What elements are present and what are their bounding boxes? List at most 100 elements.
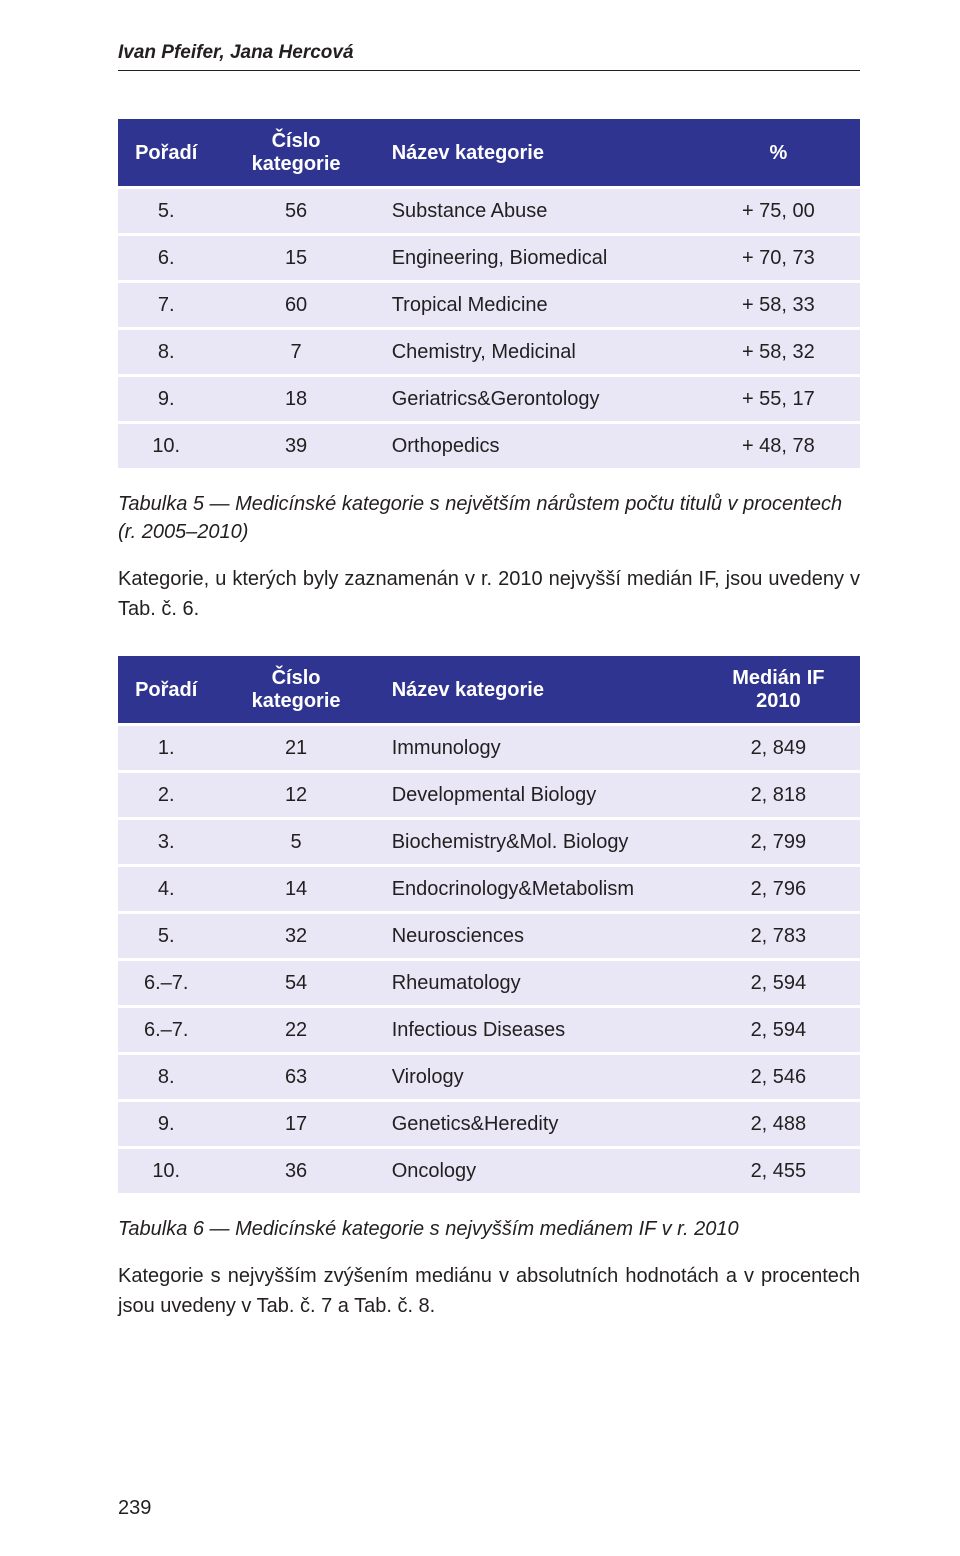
cell-val: + 70, 73 [697,235,860,282]
cell-code: 5 [214,819,377,866]
page: Ivan Pfeifer, Jana Hercová Pořadí Číslo … [0,0,960,1556]
paragraph-1: Kategorie, u kterých byly zaznamenán v r… [118,564,860,624]
cell-val: 2, 488 [697,1101,860,1148]
table-row: 3. 5 Biochemistry&Mol. Biology 2, 799 [118,819,860,866]
paragraph-2: Kategorie s nejvyšším zvýšením mediánu v… [118,1261,860,1321]
table-6: Pořadí Číslo kategorie Název kategorie M… [118,656,860,1193]
table-row: 2. 12 Developmental Biology 2, 818 [118,772,860,819]
cell-rank: 6. [118,235,214,282]
cell-name: Virology [378,1054,697,1101]
cell-code: 18 [214,376,377,423]
cell-rank: 7. [118,282,214,329]
cell-rank: 6.–7. [118,960,214,1007]
cell-code: 56 [214,188,377,235]
cell-name: Orthopedics [378,423,697,469]
table-row: 6.–7. 54 Rheumatology 2, 594 [118,960,860,1007]
cell-name: Biochemistry&Mol. Biology [378,819,697,866]
cell-code: 36 [214,1148,377,1194]
cell-rank: 9. [118,376,214,423]
table-row: 5. 32 Neurosciences 2, 783 [118,913,860,960]
col-header-median: Medián IF 2010 [697,656,860,725]
table-header-row: Pořadí Číslo kategorie Název kategorie M… [118,656,860,725]
cell-code: 22 [214,1007,377,1054]
cell-name: Chemistry, Medicinal [378,329,697,376]
cell-code: 63 [214,1054,377,1101]
col-header-code: Číslo kategorie [214,656,377,725]
col-header-percent: % [697,119,860,188]
cell-rank: 3. [118,819,214,866]
cell-name: Developmental Biology [378,772,697,819]
table-6-caption: Tabulka 6 — Medicínské kategorie s nejvy… [118,1215,860,1243]
cell-rank: 10. [118,423,214,469]
cell-name: Engineering, Biomedical [378,235,697,282]
cell-name: Immunology [378,725,697,772]
cell-rank: 10. [118,1148,214,1194]
cell-rank: 5. [118,188,214,235]
running-head: Ivan Pfeifer, Jana Hercová [118,42,860,64]
table-row: 9. 18 Geriatrics&Gerontology + 55, 17 [118,376,860,423]
cell-code: 32 [214,913,377,960]
table-row: 8. 63 Virology 2, 546 [118,1054,860,1101]
cell-val: + 55, 17 [697,376,860,423]
table-row: 9. 17 Genetics&Heredity 2, 488 [118,1101,860,1148]
col-header-rank: Pořadí [118,119,214,188]
cell-name: Neurosciences [378,913,697,960]
table-row: 6. 15 Engineering, Biomedical + 70, 73 [118,235,860,282]
cell-code: 12 [214,772,377,819]
cell-code: 54 [214,960,377,1007]
cell-rank: 9. [118,1101,214,1148]
cell-rank: 1. [118,725,214,772]
table-row: 1. 21 Immunology 2, 849 [118,725,860,772]
cell-val: 2, 455 [697,1148,860,1194]
cell-val: 2, 796 [697,866,860,913]
col-header-name: Název kategorie [378,119,697,188]
table-row: 5. 56 Substance Abuse + 75, 00 [118,188,860,235]
table-6-wrap: Pořadí Číslo kategorie Název kategorie M… [118,656,860,1193]
cell-val: + 75, 00 [697,188,860,235]
table-5-caption: Tabulka 5 — Medicínské kategorie s nejvě… [118,490,860,546]
cell-name: Genetics&Heredity [378,1101,697,1148]
cell-code: 17 [214,1101,377,1148]
cell-name: Endocrinology&Metabolism [378,866,697,913]
table-header-row: Pořadí Číslo kategorie Název kategorie % [118,119,860,188]
cell-code: 7 [214,329,377,376]
table-5: Pořadí Číslo kategorie Název kategorie %… [118,119,860,468]
cell-name: Tropical Medicine [378,282,697,329]
page-number: 239 [118,1497,151,1520]
cell-rank: 8. [118,329,214,376]
cell-rank: 5. [118,913,214,960]
cell-name: Infectious Diseases [378,1007,697,1054]
table-row: 8. 7 Chemistry, Medicinal + 58, 32 [118,329,860,376]
cell-name: Oncology [378,1148,697,1194]
col-header-rank: Pořadí [118,656,214,725]
cell-val: 2, 849 [697,725,860,772]
cell-val: 2, 546 [697,1054,860,1101]
cell-val: 2, 818 [697,772,860,819]
table-row: 10. 39 Orthopedics + 48, 78 [118,423,860,469]
cell-name: Rheumatology [378,960,697,1007]
cell-name: Substance Abuse [378,188,697,235]
cell-name: Geriatrics&Gerontology [378,376,697,423]
cell-code: 15 [214,235,377,282]
col-header-name: Název kategorie [378,656,697,725]
cell-val: 2, 799 [697,819,860,866]
table-row: 7. 60 Tropical Medicine + 58, 33 [118,282,860,329]
table-row: 4. 14 Endocrinology&Metabolism 2, 796 [118,866,860,913]
table-row: 10. 36 Oncology 2, 455 [118,1148,860,1194]
cell-val: 2, 594 [697,1007,860,1054]
cell-val: + 58, 33 [697,282,860,329]
cell-rank: 4. [118,866,214,913]
table-row: 6.–7. 22 Infectious Diseases 2, 594 [118,1007,860,1054]
cell-rank: 6.–7. [118,1007,214,1054]
cell-code: 39 [214,423,377,469]
cell-code: 60 [214,282,377,329]
cell-rank: 2. [118,772,214,819]
cell-val: + 48, 78 [697,423,860,469]
header-rule [118,70,860,71]
cell-val: + 58, 32 [697,329,860,376]
cell-val: 2, 783 [697,913,860,960]
col-header-code: Číslo kategorie [214,119,377,188]
cell-rank: 8. [118,1054,214,1101]
cell-code: 21 [214,725,377,772]
cell-code: 14 [214,866,377,913]
